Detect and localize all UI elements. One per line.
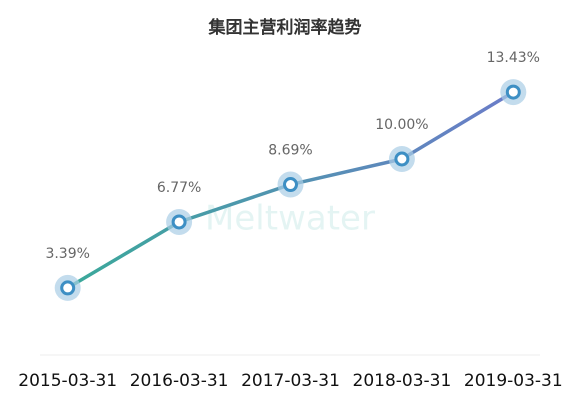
- value-label: 13.43%: [487, 50, 540, 66]
- marker: [283, 177, 298, 193]
- x-tick-label: 2017-03-31: [241, 371, 340, 391]
- value-label: 10.00%: [375, 117, 428, 133]
- x-tick-label: 2015-03-31: [18, 371, 117, 391]
- chart-title: 集团主营利润率趋势: [208, 17, 362, 38]
- marker: [60, 280, 76, 296]
- marker: [394, 151, 410, 167]
- value-label: 8.69%: [268, 143, 312, 159]
- x-tick-label: 2019-03-31: [464, 371, 563, 391]
- x-tick-label: 2018-03-31: [353, 371, 452, 391]
- marker: [505, 84, 521, 100]
- value-label: 6.77%: [157, 180, 201, 196]
- x-tick-label: 2016-03-31: [130, 371, 229, 391]
- marker: [171, 214, 187, 230]
- value-label: 3.39%: [45, 246, 89, 262]
